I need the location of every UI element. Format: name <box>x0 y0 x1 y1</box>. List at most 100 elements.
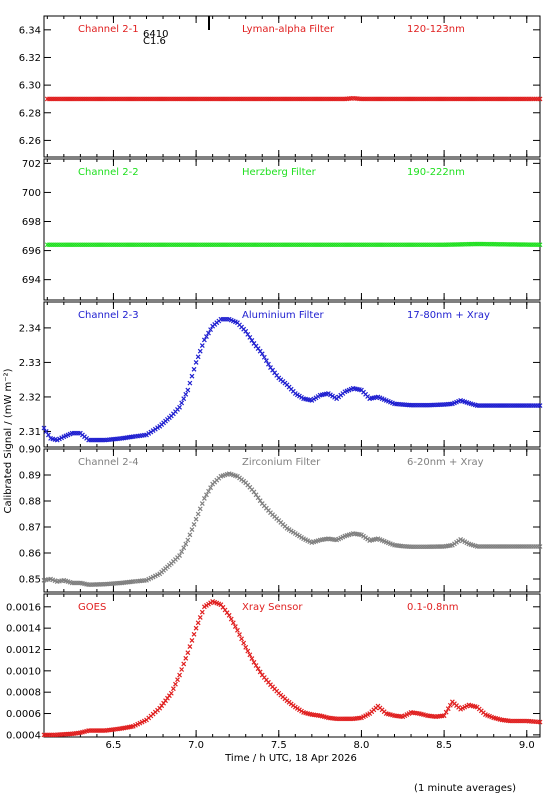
data-point <box>199 609 205 615</box>
y-tick-label: 2.32 <box>19 392 41 403</box>
panel-channel-label: Channel 2-2 <box>78 167 139 178</box>
data-point <box>181 545 187 551</box>
panel-channel-label: Channel 2-1 <box>78 24 139 35</box>
y-tick-label: 0.88 <box>19 497 41 508</box>
y-tick-label: 6.30 <box>19 81 41 92</box>
data-point <box>253 492 259 498</box>
x-tick-label: 9.0 <box>519 740 535 751</box>
data-point <box>230 620 236 626</box>
data-series-channel-2-1 <box>44 95 543 102</box>
panel-frame <box>43 593 541 738</box>
footnote: (1 minute averages) <box>414 783 516 794</box>
panel-channel-2-2: 694 696 698 700 702 Channel 2-2 Herzberg Filte… <box>22 158 543 301</box>
data-point <box>226 612 232 618</box>
data-point <box>204 334 209 339</box>
data-point <box>187 380 193 386</box>
data-point <box>228 616 234 622</box>
data-point <box>177 672 182 678</box>
y-tick-label: 0.0010 <box>6 666 41 677</box>
flare-marker-class: C1.6 <box>143 36 166 47</box>
data-point <box>201 337 207 343</box>
panel-channel-label: Channel 2-4 <box>78 457 139 468</box>
y-tick-label: 6.26 <box>19 136 41 147</box>
data-point <box>537 242 543 248</box>
data-point <box>181 396 187 402</box>
data-point <box>193 625 199 631</box>
data-point <box>255 495 261 501</box>
data-point <box>259 351 265 357</box>
data-point <box>255 666 261 672</box>
data-point <box>189 527 195 533</box>
data-point <box>185 537 191 543</box>
panel-frame <box>43 301 541 448</box>
data-point <box>185 650 191 656</box>
data-point <box>173 681 178 687</box>
data-point <box>261 354 267 360</box>
x-axis-label: Time / h UTC, 18 Apr 2026 <box>224 753 357 764</box>
panels-layer: 6.26 6.28 6.30 6.32 6.34 Channel 2-1 Lyman-alp… <box>6 15 543 741</box>
data-point <box>235 627 240 633</box>
data-point <box>45 432 51 438</box>
panel-band-label: 6-20nm + Xray <box>407 457 484 468</box>
panel-filter-label: Herzberg Filter <box>242 167 317 178</box>
data-point <box>197 506 203 512</box>
data-point <box>257 669 263 675</box>
y-tick-label: 0.90 <box>19 445 41 456</box>
data-point <box>199 343 205 349</box>
data-point <box>183 541 189 547</box>
y-tick-label: 0.0008 <box>6 688 41 699</box>
data-point <box>253 663 259 668</box>
data-series-channel-2-4 <box>41 471 543 588</box>
data-point <box>537 96 543 102</box>
data-point <box>249 656 255 661</box>
data-point <box>263 358 269 364</box>
data-point <box>168 690 174 696</box>
y-tick-label: 0.0014 <box>6 624 41 635</box>
panel-band-label: 17-80nm + Xray <box>407 310 490 321</box>
panel-goes: 0.0004 0.0006 0.0008 0.0010 0.0012 0.0014 0.00… <box>6 593 543 741</box>
data-point <box>189 637 195 643</box>
data-point <box>447 702 453 708</box>
data-point <box>191 366 197 372</box>
data-point <box>43 429 49 434</box>
data-point <box>189 373 195 379</box>
y-tick-label: 702 <box>22 159 41 170</box>
data-point <box>232 624 238 629</box>
panel-channel-2-4: 0.85 0.86 0.87 0.88 0.89 0.90 Channel 2-4 Zirco… <box>19 445 543 593</box>
data-point <box>208 485 213 491</box>
data-series-goes <box>41 599 543 738</box>
data-point <box>183 391 189 397</box>
data-point <box>245 648 251 654</box>
panel-filter-label: Aluminium Filter <box>242 310 325 321</box>
data-point <box>175 677 180 683</box>
data-point <box>179 549 185 555</box>
data-point <box>177 404 182 410</box>
data-point <box>537 719 543 725</box>
x-tick-label: 7.0 <box>188 740 204 751</box>
data-series-channel-2-3 <box>41 316 543 443</box>
data-point <box>245 331 251 337</box>
y-tick-label: 0.0012 <box>6 645 41 656</box>
data-point <box>201 495 207 501</box>
y-tick-label: 6.34 <box>19 25 41 36</box>
data-point <box>195 354 201 360</box>
panel-channel-2-1: 6.26 6.28 6.30 6.32 6.34 Channel 2-1 Lyman-alp… <box>19 15 543 158</box>
data-point <box>441 713 447 719</box>
y-tick-label: 0.86 <box>19 549 41 560</box>
data-point <box>197 348 203 354</box>
data-point <box>243 644 249 650</box>
data-series-channel-2-2 <box>44 241 543 248</box>
data-point <box>191 521 197 527</box>
y-tick-label: 6.32 <box>19 53 41 64</box>
panel-frame <box>43 15 541 158</box>
data-point <box>181 661 187 667</box>
panel-channel-label: Channel 2-3 <box>78 310 139 321</box>
data-point <box>197 615 203 620</box>
data-point <box>206 488 211 494</box>
data-point <box>247 652 253 658</box>
x-tick-label: 6.5 <box>105 740 121 751</box>
data-point <box>208 327 213 333</box>
data-point <box>185 387 191 393</box>
data-point <box>251 659 257 665</box>
